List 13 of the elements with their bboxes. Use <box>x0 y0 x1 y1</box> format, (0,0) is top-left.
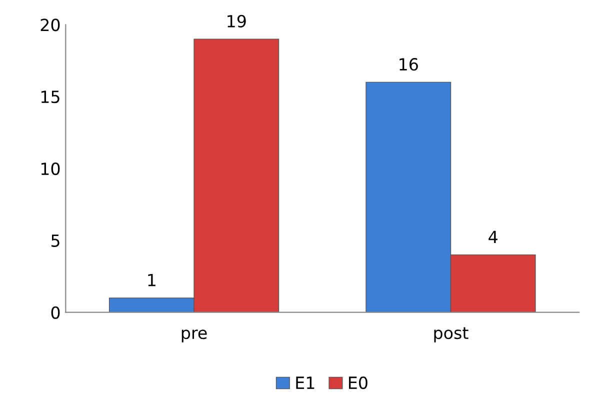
y-tick-label: 0 <box>51 306 60 319</box>
y-tick-label: 15 <box>41 90 60 104</box>
data-label: 19 <box>228 14 246 28</box>
x-tick-label: pre <box>182 330 207 342</box>
data-label: 1 <box>148 274 156 286</box>
y-tick-label: 5 <box>51 234 60 248</box>
data-label: 4 <box>488 230 498 244</box>
data-label: 16 <box>400 58 418 71</box>
legend-label: E0 <box>349 376 368 390</box>
y-tick-label: 20 <box>40 18 60 32</box>
x-tick-label: post <box>434 327 468 342</box>
y-tick-label: 10 <box>41 162 60 176</box>
legend-label: E1 <box>296 376 314 389</box>
